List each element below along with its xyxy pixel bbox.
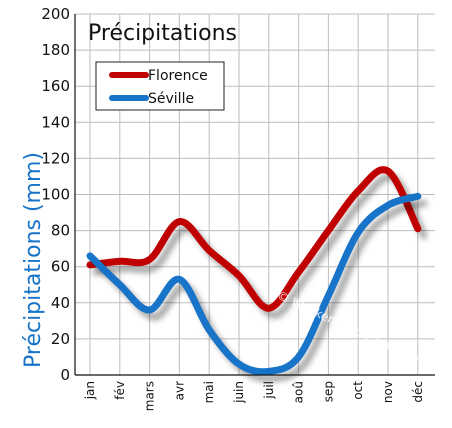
series-line-1 (86, 192, 422, 376)
x-tick-label: juil (262, 381, 276, 400)
y-tick-label: 80 (51, 222, 70, 240)
x-tick-label: oct (351, 381, 365, 400)
y-tick-label: 0 (60, 366, 70, 384)
y-tick-label: 40 (51, 294, 70, 312)
legend-box (95, 61, 225, 111)
plot-frame (74, 14, 435, 376)
x-tick-label: fév (113, 381, 127, 400)
y-tick-label: 120 (41, 149, 70, 167)
x-tick-label: sep (321, 381, 335, 402)
x-tick-label: avr (172, 381, 186, 400)
x-tick-label: déc (411, 381, 425, 403)
series-shadow (92, 199, 428, 383)
y-tick-label: 100 (41, 186, 70, 204)
legend-label-florence: Florence (148, 68, 208, 84)
x-axis-ticks: jan fév mars avr mai juin juil aoû sep oct nov déc (83, 381, 425, 412)
y-tick-label: 20 (51, 330, 70, 348)
y-tick-label: 200 (41, 5, 70, 23)
series-lines (86, 166, 428, 383)
x-tick-label: mai (202, 381, 216, 403)
x-tick-label: juin (232, 381, 246, 404)
legend: Florence Séville (95, 61, 225, 111)
y-tick-label: 60 (51, 258, 70, 276)
legend-label-seville: Séville (148, 91, 194, 107)
y-tick-label: 180 (41, 41, 70, 59)
y-tick-label: 140 (41, 113, 70, 131)
series-line-0 (86, 166, 422, 312)
x-tick-label: mars (143, 381, 157, 411)
y-axis-label: Précipitations (mm) (21, 152, 46, 368)
series-shadow (92, 173, 428, 319)
x-tick-label: aoû (292, 381, 306, 403)
chart-title: Précipitations (88, 21, 237, 46)
x-tick-label: nov (381, 381, 395, 403)
x-tick-label: jan (83, 381, 97, 400)
y-tick-label: 160 (41, 77, 70, 95)
y-axis-ticks: 0 20 40 60 80 100 120 140 160 180 200 (41, 5, 70, 384)
